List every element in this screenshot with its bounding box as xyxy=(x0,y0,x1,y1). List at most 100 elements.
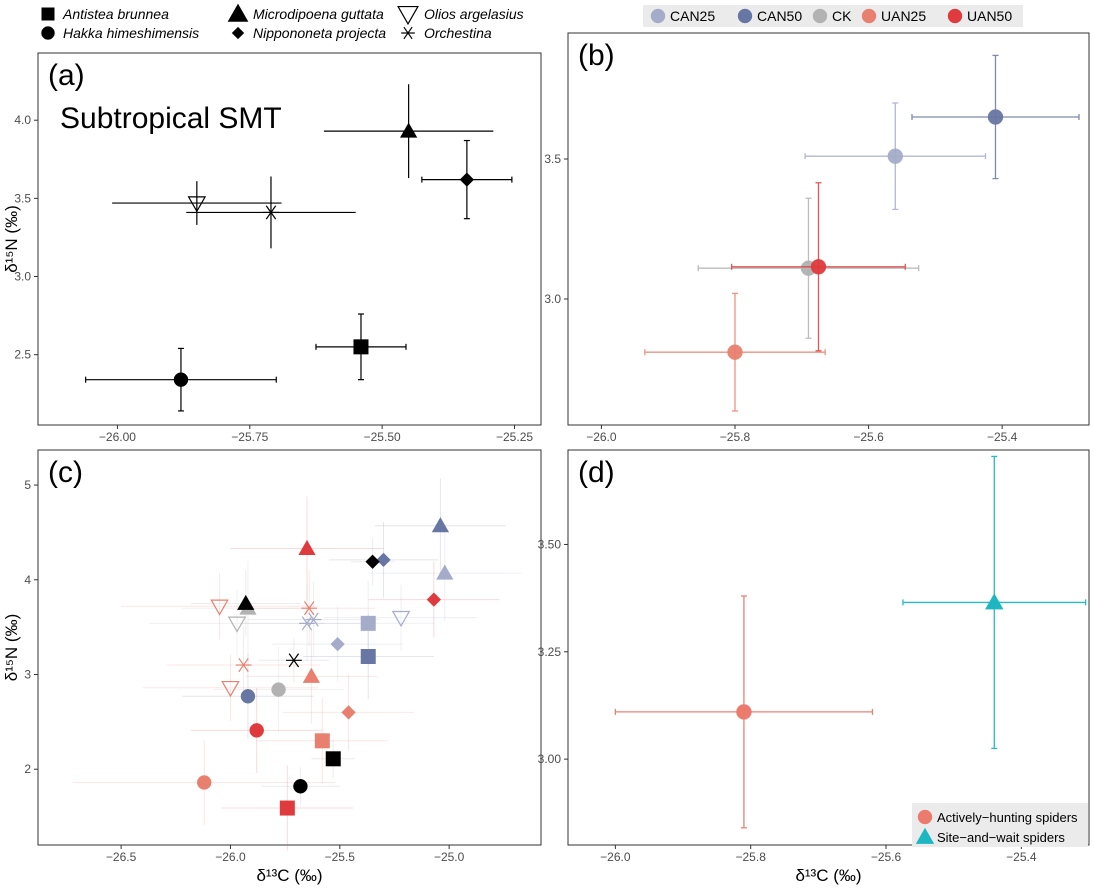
data-point-shape xyxy=(187,196,207,213)
data-point xyxy=(330,637,345,652)
legend-key xyxy=(861,8,877,24)
data-point xyxy=(360,648,376,664)
data-point xyxy=(279,800,295,816)
data-point xyxy=(360,615,376,631)
data-point-shape xyxy=(298,539,316,555)
data-point-shape xyxy=(426,592,441,607)
legend-label: Nippononeta projecta xyxy=(253,25,386,41)
legend-key-shape xyxy=(397,5,419,26)
plot-panel-border xyxy=(37,449,542,846)
x-tick-label: −26.0 xyxy=(600,850,631,864)
data-point xyxy=(240,689,256,704)
legend-background xyxy=(643,5,1023,27)
y-tick-label: 2.5 xyxy=(14,348,31,362)
y-tick-label: 3.5 xyxy=(14,191,31,205)
error-bar xyxy=(112,181,282,225)
legend-key-shape xyxy=(861,8,877,24)
data-point xyxy=(400,122,418,138)
legend-key xyxy=(231,26,245,40)
x-tick-label: −26.00 xyxy=(99,430,136,444)
data-point-shape xyxy=(887,148,904,164)
x-tick-label: −26.0 xyxy=(586,430,617,444)
x-tick-label: −25.0 xyxy=(434,850,465,864)
data-point-shape xyxy=(302,667,320,683)
data-point xyxy=(365,554,380,569)
data-point xyxy=(187,196,207,213)
legend-background xyxy=(912,803,1088,847)
data-point xyxy=(353,339,369,355)
data-point-shape xyxy=(341,705,356,720)
data-point-stroke xyxy=(301,616,313,631)
legend-key-shape xyxy=(231,26,245,40)
data-point-shape xyxy=(987,109,1004,125)
error-bar xyxy=(142,654,318,721)
legend-label: Olios argelasius xyxy=(424,6,524,22)
data-point-shape xyxy=(221,680,240,698)
x-tick-label: −25.4 xyxy=(1006,850,1037,864)
y-tick-label: 3.25 xyxy=(538,645,562,659)
legend-key xyxy=(41,7,55,21)
data-point-shape xyxy=(293,779,308,794)
legend-key-stroke xyxy=(403,26,413,40)
data-point xyxy=(285,653,302,668)
data-point xyxy=(237,594,255,610)
legend-key-shape xyxy=(947,8,963,24)
data-point-stroke xyxy=(303,601,315,616)
data-point-shape xyxy=(391,610,411,628)
data-point xyxy=(887,148,904,164)
plot-panel-border xyxy=(37,52,542,426)
data-point-shape xyxy=(459,172,474,187)
y-tick-label: 3.5 xyxy=(544,152,561,166)
y-tick-label: 4.0 xyxy=(14,113,31,127)
data-point-shape xyxy=(173,372,189,387)
legend-label: Site−and−wait spiders xyxy=(937,830,1065,845)
legend-key xyxy=(915,827,935,844)
panel-c: −26.5 −26.0 −25.5 −25.0 2 3 4 5 (c) δ¹³C (‰) δ¹⁵N … xyxy=(2,449,542,885)
legend-label: Actively−hunting spiders xyxy=(937,810,1078,825)
x-tick-label: −26.5 xyxy=(106,850,137,864)
y-axis-label: δ¹⁵N (‰) xyxy=(2,205,21,273)
data-point-shape xyxy=(325,751,341,767)
x-tick-label: −25.5 xyxy=(325,850,356,864)
panel-b: −26.0 −25.8 −25.6 −25.4 3.0 3.5 (b) xyxy=(544,32,1090,444)
legend-key xyxy=(812,8,828,24)
y-tick-label: 2 xyxy=(24,762,31,776)
legend-key xyxy=(401,26,415,40)
data-point-shape xyxy=(227,616,247,633)
legend-key xyxy=(650,8,666,24)
x-axis-label: δ¹³C (‰) xyxy=(256,866,322,885)
x-tick-label: −26.0 xyxy=(215,850,246,864)
y-tick-label: 3 xyxy=(24,667,31,681)
legend-a: Antistea brunnea Hakka himeshimensis Micro… xyxy=(41,3,524,41)
error-bar xyxy=(324,584,478,651)
data-point-stroke xyxy=(238,657,249,673)
legend-key-shape xyxy=(812,8,828,24)
legend-label: UAN25 xyxy=(881,8,926,24)
data-point-stroke xyxy=(288,653,300,668)
data-point xyxy=(985,593,1004,610)
legend-label: CAN50 xyxy=(757,8,802,24)
legend-key xyxy=(41,26,55,40)
data-point-shape xyxy=(353,339,369,355)
panel-d: −26.0 −25.8 −25.6 −25.4 3.00 3.25 3.50 (d) δ¹³C … xyxy=(538,449,1090,885)
y-tick-label: 4 xyxy=(24,573,31,587)
panel-annotation: Subtropical SMT xyxy=(60,102,282,135)
legend-key-shape xyxy=(227,3,249,22)
data-point xyxy=(325,751,341,767)
data-point xyxy=(299,616,315,631)
legend-key-shape xyxy=(915,827,935,844)
legend-label: CAN25 xyxy=(670,8,715,24)
legend-key-shape xyxy=(41,7,55,21)
data-point-shape xyxy=(376,552,391,568)
legend-label: Microdipoena guttata xyxy=(253,6,384,22)
legend-d: Actively−hunting spiders Site−and−wait sp… xyxy=(912,803,1088,847)
x-tick-label: −25.8 xyxy=(736,850,767,864)
data-point-shape xyxy=(330,637,345,652)
x-tick-label: −25.6 xyxy=(871,850,902,864)
data-point-shape xyxy=(314,733,330,749)
data-point xyxy=(249,723,264,738)
data-point-shape xyxy=(210,599,229,616)
data-point xyxy=(196,775,212,790)
legend-key xyxy=(947,8,963,24)
